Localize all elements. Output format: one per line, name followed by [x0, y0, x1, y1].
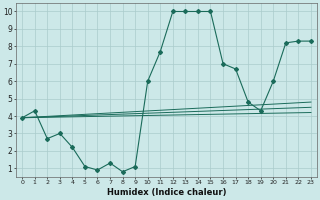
X-axis label: Humidex (Indice chaleur): Humidex (Indice chaleur)	[107, 188, 226, 197]
